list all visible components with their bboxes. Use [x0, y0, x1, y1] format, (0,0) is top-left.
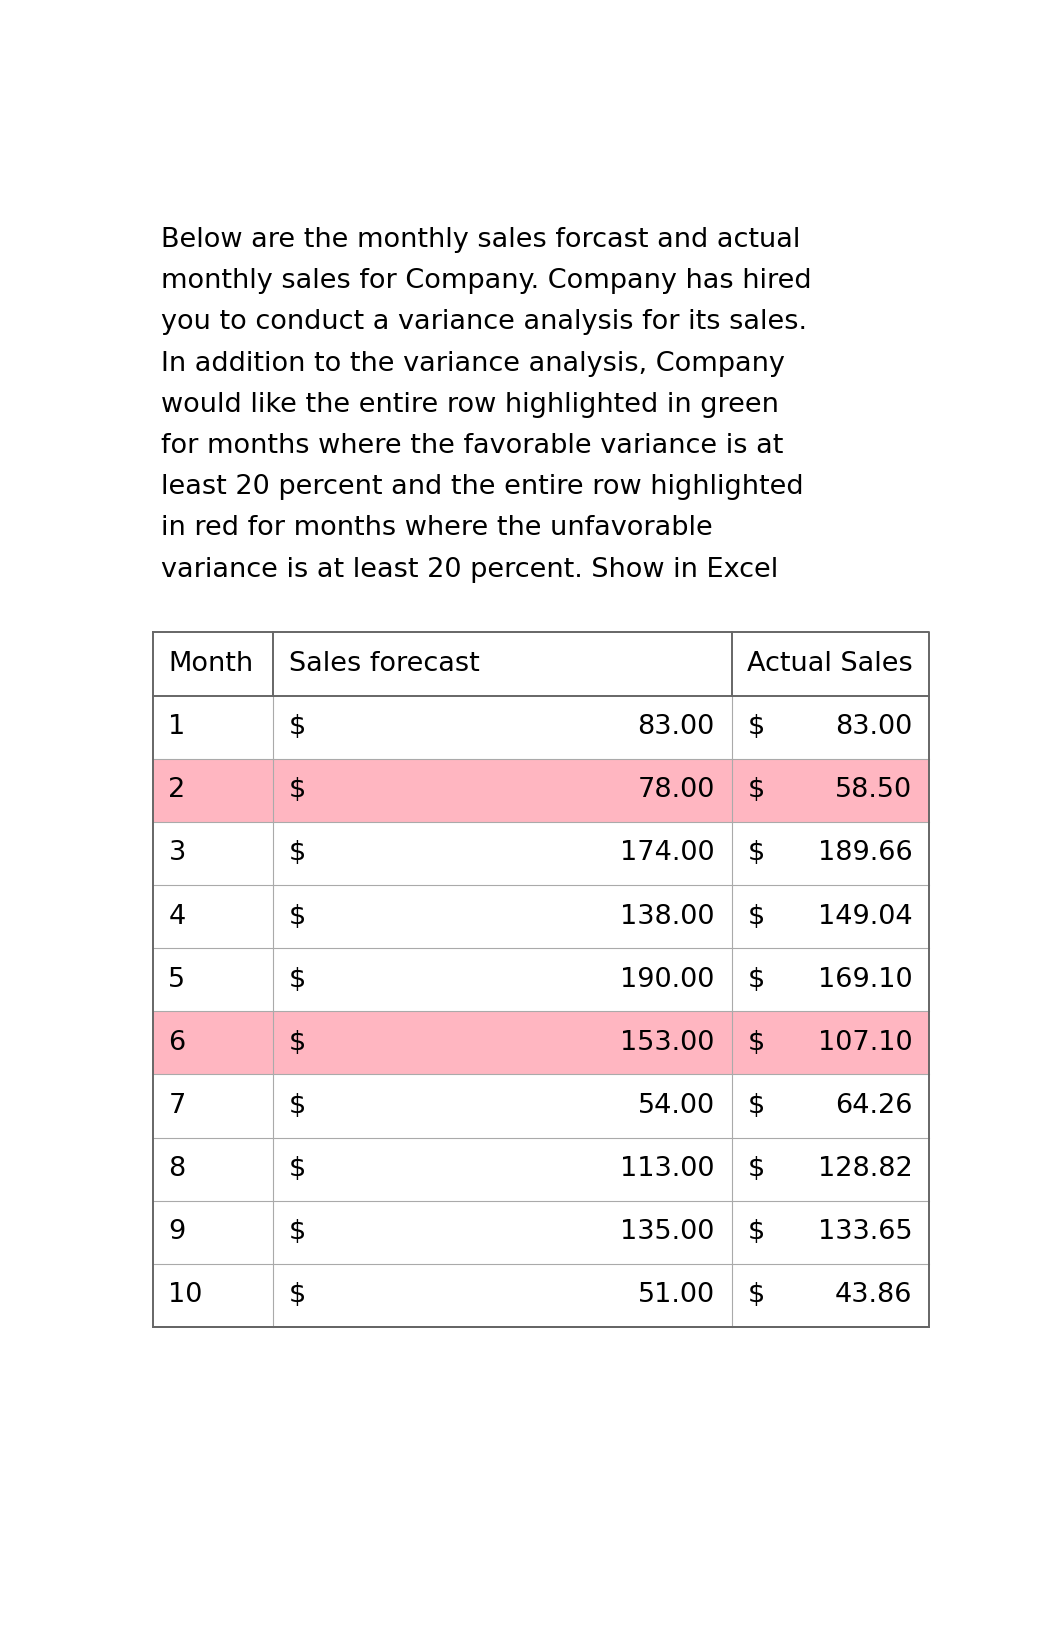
- Text: 83.00: 83.00: [638, 714, 715, 740]
- Text: 83.00: 83.00: [835, 714, 912, 740]
- Text: $: $: [288, 967, 306, 992]
- Text: 113.00: 113.00: [620, 1157, 715, 1182]
- Text: $: $: [288, 1220, 306, 1246]
- Text: $: $: [748, 967, 765, 992]
- Text: 7: 7: [168, 1093, 186, 1119]
- Text: $: $: [288, 840, 306, 867]
- Bar: [153, 1264, 929, 1327]
- Text: $: $: [748, 1030, 765, 1056]
- Text: for months where the favorable variance is at: for months where the favorable variance …: [162, 433, 784, 460]
- Text: 169.10: 169.10: [817, 967, 912, 992]
- Text: $: $: [288, 778, 306, 803]
- Text: 51.00: 51.00: [638, 1282, 715, 1309]
- Text: 153.00: 153.00: [621, 1030, 715, 1056]
- Text: monthly sales for Company. Company has hired: monthly sales for Company. Company has h…: [162, 269, 812, 295]
- Text: 5: 5: [168, 967, 186, 992]
- Bar: [153, 1012, 929, 1074]
- Bar: [153, 885, 929, 948]
- Text: 174.00: 174.00: [620, 840, 715, 867]
- Text: 135.00: 135.00: [621, 1220, 715, 1246]
- Text: 8: 8: [168, 1157, 186, 1182]
- Text: 43.86: 43.86: [835, 1282, 912, 1309]
- Bar: [153, 1201, 929, 1264]
- Text: you to conduct a variance analysis for its sales.: you to conduct a variance analysis for i…: [162, 310, 808, 336]
- Text: Actual Sales: Actual Sales: [748, 651, 913, 677]
- Text: $: $: [748, 903, 765, 929]
- Text: $: $: [288, 1093, 306, 1119]
- Text: In addition to the variance analysis, Company: In addition to the variance analysis, Co…: [162, 351, 786, 377]
- Bar: [153, 1137, 929, 1201]
- Text: in red for months where the unfavorable: in red for months where the unfavorable: [162, 516, 713, 542]
- Text: 2: 2: [168, 778, 186, 803]
- Text: 3: 3: [168, 840, 186, 867]
- Text: Month: Month: [168, 651, 253, 677]
- Text: $: $: [748, 778, 765, 803]
- Text: would like the entire row highlighted in green: would like the entire row highlighted in…: [162, 392, 779, 419]
- Text: 138.00: 138.00: [620, 903, 715, 929]
- Text: 190.00: 190.00: [621, 967, 715, 992]
- Text: $: $: [748, 840, 765, 867]
- Text: $: $: [748, 1220, 765, 1246]
- Text: Sales forecast: Sales forecast: [288, 651, 479, 677]
- Text: variance is at least 20 percent. Show in Excel: variance is at least 20 percent. Show in…: [162, 557, 778, 583]
- Text: $: $: [748, 714, 765, 740]
- Bar: [153, 822, 929, 885]
- Text: 189.66: 189.66: [817, 840, 912, 867]
- Text: least 20 percent and the entire row highlighted: least 20 percent and the entire row high…: [162, 475, 804, 501]
- Text: $: $: [288, 1282, 306, 1309]
- Text: 54.00: 54.00: [638, 1093, 715, 1119]
- Text: $: $: [748, 1282, 765, 1309]
- Text: 58.50: 58.50: [835, 778, 912, 803]
- Text: 133.65: 133.65: [817, 1220, 912, 1246]
- Text: 78.00: 78.00: [638, 778, 715, 803]
- Bar: [153, 695, 929, 758]
- Bar: [153, 633, 929, 695]
- Text: Below are the monthly sales forcast and actual: Below are the monthly sales forcast and …: [162, 227, 800, 254]
- Text: $: $: [748, 1157, 765, 1182]
- Text: 128.82: 128.82: [817, 1157, 912, 1182]
- Text: 9: 9: [168, 1220, 186, 1246]
- Text: 107.10: 107.10: [817, 1030, 912, 1056]
- Text: 4: 4: [168, 903, 186, 929]
- Text: 6: 6: [168, 1030, 186, 1056]
- Bar: [153, 758, 929, 822]
- Bar: [153, 1074, 929, 1137]
- Bar: [153, 948, 929, 1012]
- Text: 64.26: 64.26: [835, 1093, 912, 1119]
- Text: $: $: [288, 714, 306, 740]
- Text: $: $: [288, 903, 306, 929]
- Text: $: $: [748, 1093, 765, 1119]
- Text: 10: 10: [168, 1282, 203, 1309]
- Text: 1: 1: [168, 714, 186, 740]
- Text: $: $: [288, 1030, 306, 1056]
- Text: $: $: [288, 1157, 306, 1182]
- Text: 149.04: 149.04: [817, 903, 912, 929]
